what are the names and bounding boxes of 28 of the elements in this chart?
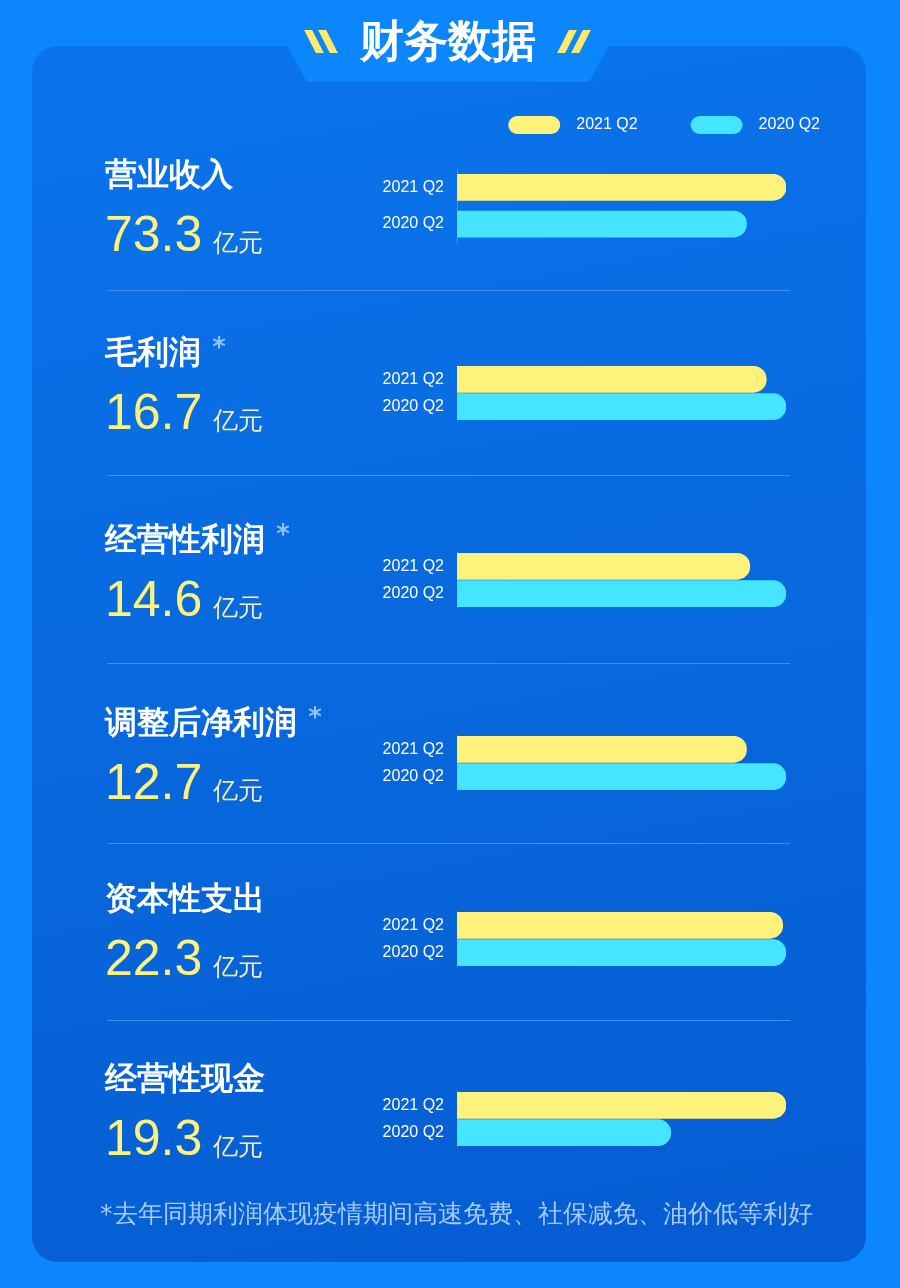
text: 经营性利润 * (105, 519, 290, 559)
text: 财务数据 (359, 15, 537, 67)
text: 资本性支出 (105, 878, 265, 918)
y-tick-label: 2020 Q2 (382, 584, 445, 602)
chart-subtitle: 22.3 亿元 (105, 930, 264, 986)
text: 毛利润 * (105, 332, 226, 372)
text: 73.3 亿元 (105, 206, 264, 262)
chart-title: 调整后净利润 * (105, 702, 322, 742)
text: 营业收入 (105, 154, 233, 194)
y-tick-label: 2021 Q2 (382, 1095, 445, 1113)
legend-label: 2020 Q2 (758, 115, 821, 133)
y-tick-label: 2021 Q2 (382, 556, 445, 574)
y-tick-label: 2020 Q2 (382, 943, 445, 961)
y-tick-label: 2021 Q2 (382, 739, 445, 757)
y-tick-label: 2021 Q2 (382, 369, 445, 387)
text: 经营性现金 (105, 1058, 265, 1098)
legend-label: 2021 Q2 (576, 115, 638, 133)
y-tick-label: 2021 Q2 (382, 177, 445, 195)
y-tick-label: 2020 Q2 (382, 767, 445, 785)
text: *去年同期利润体现疫情期间高速免费、社保减免、油价低等利好 (100, 1198, 813, 1230)
y-tick-label: 2021 Q2 (382, 915, 445, 933)
y-tick-label: 2020 Q2 (382, 1123, 445, 1141)
chart-subtitle: 14.6 亿元 (105, 571, 264, 627)
y-tick-label: 2020 Q2 (382, 397, 445, 415)
chart-subtitle: 12.7 亿元 (105, 754, 264, 810)
y-tick-label: 2020 Q2 (382, 214, 445, 232)
chart-subtitle: 16.7 亿元 (105, 384, 264, 440)
chart-subtitle: 19.3 亿元 (105, 1110, 264, 1166)
